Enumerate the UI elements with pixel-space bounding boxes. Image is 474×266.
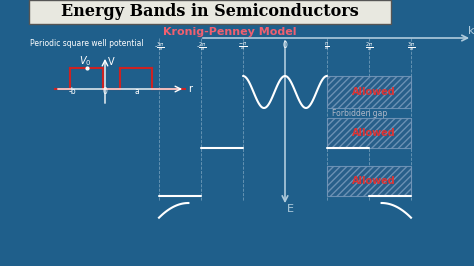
Text: Allowed: Allowed	[352, 128, 396, 138]
Text: Forbidden gap: Forbidden gap	[332, 109, 387, 118]
Text: Allowed: Allowed	[352, 87, 396, 97]
Bar	[327, 76, 411, 108]
Bar	[327, 166, 411, 196]
Text: Kronig-Penney Model: Kronig-Penney Model	[163, 27, 297, 37]
Text: -$\frac{2\pi}{a}$: -$\frac{2\pi}{a}$	[196, 41, 206, 55]
Text: $V_0$: $V_0$	[79, 54, 91, 68]
Text: r: r	[188, 84, 192, 94]
Text: Energy Bands in Semiconductors: Energy Bands in Semiconductors	[61, 3, 359, 20]
Text: V: V	[108, 57, 115, 67]
Text: -$\frac{3\pi}{a}$: -$\frac{3\pi}{a}$	[154, 41, 164, 55]
Text: -b: -b	[68, 87, 76, 96]
Text: E: E	[287, 204, 294, 214]
Bar	[327, 118, 411, 148]
Text: $\frac{3\pi}{a}$: $\frac{3\pi}{a}$	[407, 41, 415, 55]
Text: a: a	[135, 87, 139, 96]
Text: k: k	[468, 26, 474, 36]
Text: $\frac{2\pi}{a}$: $\frac{2\pi}{a}$	[365, 41, 373, 55]
Text: Allowed: Allowed	[352, 176, 396, 186]
Text: $\frac{-\pi}{a}$: $\frac{-\pi}{a}$	[238, 41, 247, 53]
Text: $\frac{\pi}{a}$: $\frac{\pi}{a}$	[325, 41, 329, 53]
Text: Periodic square well potential: Periodic square well potential	[30, 39, 144, 48]
Text: 0: 0	[102, 87, 108, 96]
Text: 0: 0	[283, 41, 287, 50]
FancyBboxPatch shape	[29, 0, 391, 24]
